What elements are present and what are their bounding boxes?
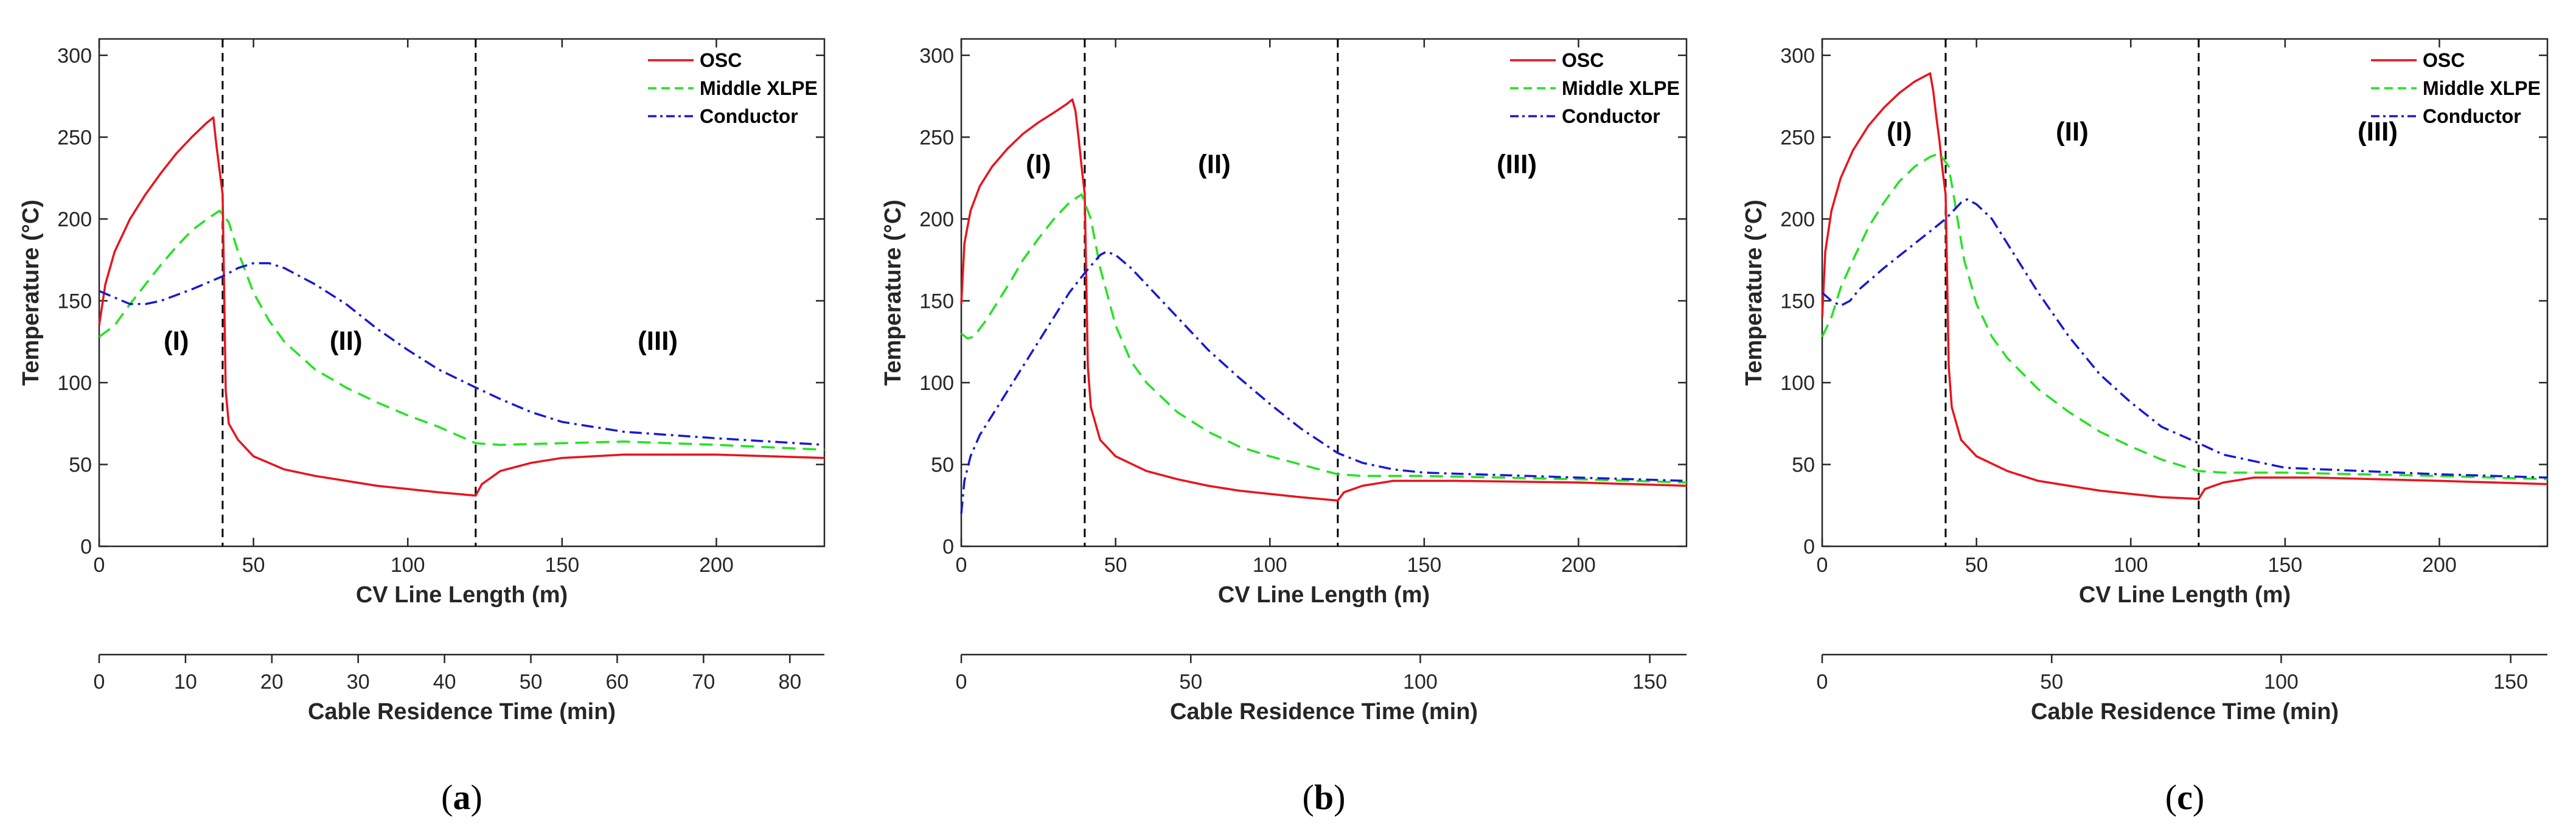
x-axis-title: CV Line Length (m): [1218, 582, 1430, 608]
series-line-middle-xlpe: [1821, 152, 2548, 481]
y-axis-title: Temperature (°C): [18, 200, 44, 386]
x-tick-label: 0: [956, 554, 967, 577]
secondary-tick-label: 60: [606, 670, 629, 694]
y-tick-label: 200: [1780, 208, 1815, 231]
secondary-tick-label: 150: [1632, 670, 1667, 694]
secondary-tick-label: 0: [956, 670, 967, 694]
region-label: (I): [1026, 150, 1051, 179]
y-axis-title: Temperature (°C): [1741, 200, 1767, 386]
y-tick-label: 300: [919, 44, 954, 68]
y-tick-label: 300: [57, 44, 92, 68]
x-tick-label: 100: [391, 554, 425, 577]
x-axis-title: CV Line Length (m): [2079, 582, 2291, 608]
secondary-axis-title: Cable Residence Time (min): [2031, 699, 2339, 725]
chart-panel-b: 0 50 100 150 200 250 300 0 50 100 150 200 CV Line Le…: [880, 38, 1688, 817]
y-tick-label: 250: [1780, 126, 1815, 149]
secondary-tick-label: 100: [2264, 670, 2299, 694]
x-axis-title: CV Line Length (m): [356, 582, 568, 608]
series-line-osc: [1821, 72, 2548, 500]
legend-label: Middle XLPE: [1562, 77, 1680, 99]
y-tick-label: 300: [1780, 44, 1815, 68]
panel-label: (b): [1303, 778, 1346, 817]
y-tick-label: 50: [931, 453, 954, 476]
region-label: (I): [164, 326, 189, 356]
x-tick-label: 200: [2422, 554, 2457, 577]
region-label: (III): [638, 326, 678, 356]
secondary-axis-title: Cable Residence Time (min): [1170, 699, 1478, 725]
plot-frame: [98, 38, 826, 548]
legend-label: OSC: [2423, 49, 2465, 71]
secondary-tick-label: 80: [778, 670, 801, 694]
x-tick-label: 100: [1253, 554, 1287, 577]
series-line-middle-xlpe: [960, 193, 1687, 484]
y-tick-label: 50: [1792, 453, 1815, 476]
chart-panel-c: 0 50 100 150 200 250 300 0 50 100 150 200 CV Line Le…: [1741, 38, 2549, 817]
y-tick-label: 0: [80, 535, 92, 558]
secondary-tick-label: 70: [692, 670, 715, 694]
y-tick-label: 0: [942, 535, 954, 558]
legend-label: Middle XLPE: [700, 77, 818, 99]
y-axis-title: Temperature (°C): [880, 200, 906, 386]
secondary-tick-label: 0: [1817, 670, 1828, 694]
x-tick-label: 150: [1407, 554, 1441, 577]
legend-label: Conductor: [700, 105, 798, 127]
secondary-tick-label: 30: [347, 670, 370, 694]
x-tick-label: 50: [1104, 554, 1127, 577]
y-tick-label: 150: [919, 290, 954, 313]
legend-label: OSC: [700, 49, 742, 71]
series-line-osc: [98, 116, 825, 497]
legend-label: Middle XLPE: [2423, 77, 2541, 99]
x-tick-label: 0: [94, 554, 105, 577]
series-line-middle-xlpe: [98, 209, 825, 451]
secondary-tick-label: 0: [94, 670, 105, 694]
y-tick-label: 100: [919, 372, 954, 395]
y-tick-label: 150: [1780, 290, 1815, 313]
legend-label: Conductor: [2423, 105, 2521, 127]
series-line-osc: [960, 98, 1687, 502]
x-tick-label: 50: [1965, 554, 1988, 577]
x-tick-label: 200: [699, 554, 734, 577]
y-tick-label: 250: [57, 126, 92, 149]
region-label: (II): [2056, 117, 2089, 147]
secondary-tick-label: 150: [2493, 670, 2528, 694]
secondary-axis-title: Cable Residence Time (min): [308, 699, 616, 725]
x-tick-label: 200: [1561, 554, 1596, 577]
secondary-tick-label: 50: [520, 670, 543, 694]
region-label: (III): [1497, 150, 1537, 179]
x-tick-label: 0: [1817, 554, 1828, 577]
x-tick-label: 150: [2268, 554, 2302, 577]
y-tick-label: 100: [57, 372, 92, 395]
y-tick-label: 0: [1803, 535, 1815, 558]
region-label: (II): [330, 326, 363, 356]
secondary-tick-label: 20: [260, 670, 284, 694]
y-tick-label: 200: [57, 208, 92, 231]
series-line-conductor: [1821, 198, 2548, 479]
y-tick-label: 250: [919, 126, 954, 149]
secondary-tick-label: 50: [1179, 670, 1202, 694]
region-label: (III): [2358, 117, 2398, 147]
region-label: (II): [1198, 150, 1231, 179]
legend-label: Conductor: [1562, 105, 1660, 127]
y-tick-label: 200: [919, 208, 954, 231]
legend-label: OSC: [1562, 49, 1604, 71]
series-line-conductor: [960, 250, 1687, 514]
x-tick-label: 150: [545, 554, 579, 577]
region-label: (I): [1887, 117, 1912, 147]
y-tick-label: 100: [1780, 372, 1815, 395]
secondary-tick-label: 40: [433, 670, 456, 694]
y-tick-label: 50: [69, 453, 92, 476]
panel-label: (c): [2165, 778, 2204, 817]
secondary-tick-label: 50: [2040, 670, 2063, 694]
x-tick-label: 50: [242, 554, 265, 577]
secondary-tick-label: 10: [174, 670, 197, 694]
series-line-conductor: [99, 262, 825, 446]
panel-label: (a): [441, 778, 482, 817]
x-tick-label: 100: [2114, 554, 2148, 577]
secondary-tick-label: 100: [1403, 670, 1438, 694]
y-tick-label: 150: [57, 290, 92, 313]
